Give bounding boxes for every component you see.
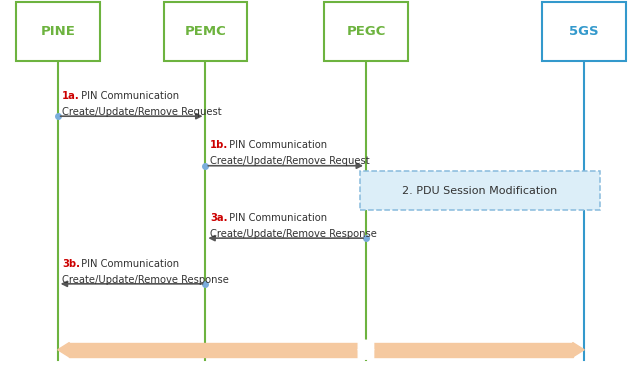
Text: 1a.: 1a. [62, 91, 80, 101]
FancyArrow shape [358, 340, 374, 359]
FancyArrow shape [573, 343, 584, 357]
Text: Create/Update/Remove Response: Create/Update/Remove Response [62, 275, 229, 285]
Text: PIN Communication: PIN Communication [226, 213, 327, 223]
Text: PIN Communication: PIN Communication [78, 259, 180, 269]
Text: PEGC: PEGC [346, 25, 386, 38]
Text: PIN Communication: PIN Communication [226, 141, 327, 150]
Text: PIN Communication: PIN Communication [78, 91, 180, 101]
Text: 5GS: 5GS [569, 25, 599, 38]
Text: 2. PDU Session Modification: 2. PDU Session Modification [403, 186, 557, 195]
FancyBboxPatch shape [360, 171, 600, 210]
Text: PINE: PINE [40, 25, 75, 38]
FancyArrow shape [58, 343, 69, 357]
FancyBboxPatch shape [164, 2, 247, 61]
Text: 1b.: 1b. [210, 141, 228, 150]
Text: Create/Update/Remove Response: Create/Update/Remove Response [210, 229, 377, 239]
Text: 3b.: 3b. [62, 259, 80, 269]
FancyBboxPatch shape [324, 2, 408, 61]
Text: 3a.: 3a. [210, 213, 227, 223]
FancyArrow shape [358, 340, 374, 359]
FancyBboxPatch shape [542, 2, 626, 61]
FancyBboxPatch shape [16, 2, 100, 61]
Text: Create/Update/Remove Request: Create/Update/Remove Request [210, 157, 370, 166]
Text: PEMC: PEMC [184, 25, 227, 38]
Text: Create/Update/Remove Request: Create/Update/Remove Request [62, 107, 222, 117]
Bar [69, 343, 573, 357]
